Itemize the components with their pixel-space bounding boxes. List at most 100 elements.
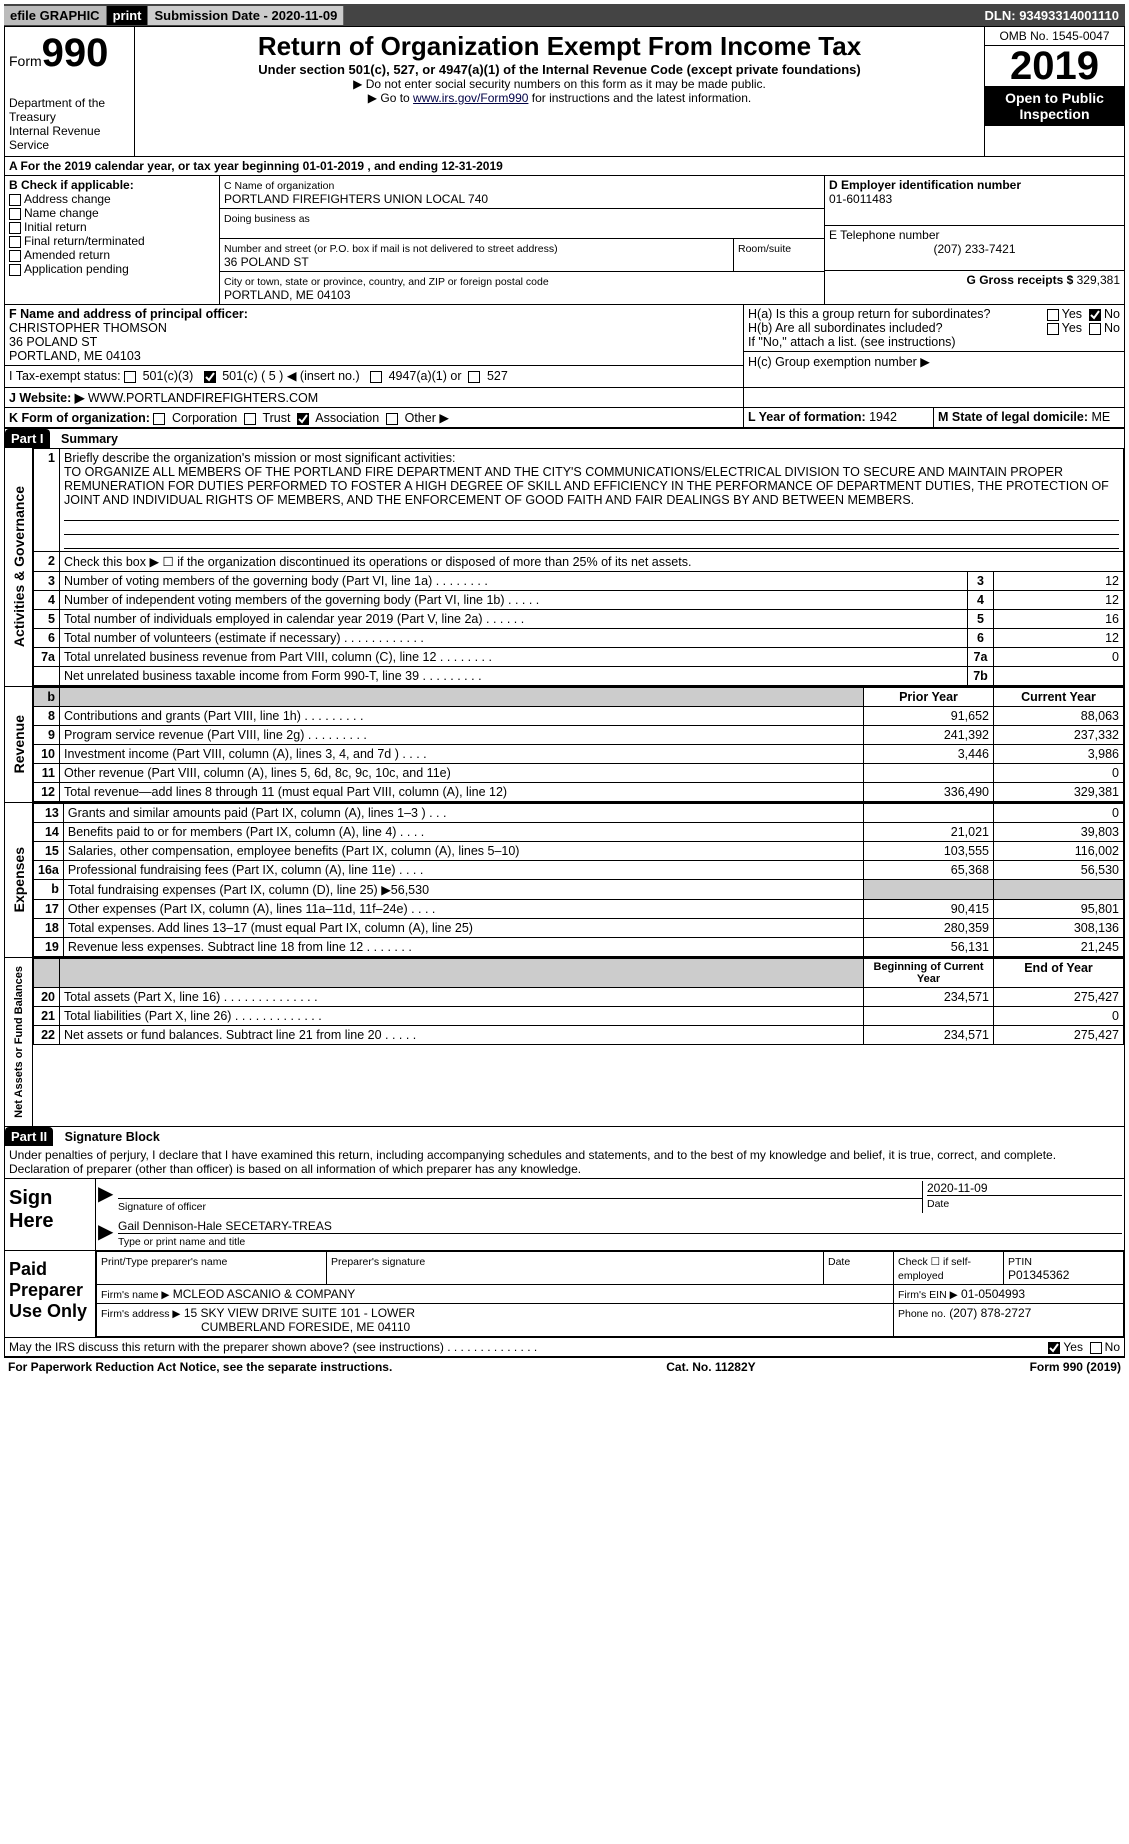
net-row-20: 20Total assets (Part X, line 16) . . . .…	[34, 988, 1124, 1007]
box-deg: D Employer identification number 01-6011…	[824, 176, 1124, 304]
header-right: OMB No. 1545-0047 2019 Open to Public In…	[984, 27, 1124, 156]
form-number: Form990	[9, 31, 130, 76]
mission-text: TO ORGANIZE ALL MEMBERS OF THE PORTLAND …	[64, 465, 1109, 507]
submission-label: Submission Date -	[154, 8, 267, 23]
discuss-no[interactable]	[1090, 1342, 1102, 1354]
form-subtitle-2: ▶ Do not enter social security numbers o…	[139, 77, 980, 91]
gov-table: 1 Briefly describe the organization's mi…	[33, 448, 1124, 686]
form-prefix: Form	[9, 53, 42, 69]
ha-no[interactable]	[1089, 309, 1101, 321]
gross-receipts: 329,381	[1077, 273, 1120, 287]
form-subtitle-3: ▶ Go to www.irs.gov/Form990 for instruct…	[139, 91, 980, 105]
org-name: PORTLAND FIREFIGHTERS UNION LOCAL 740	[224, 192, 488, 206]
section-revenue: Revenue bPrior YearCurrent Year 8Contrib…	[4, 687, 1125, 803]
section-expenses: Expenses 13Grants and similar amounts pa…	[4, 803, 1125, 958]
dln-cell: DLN: 93493314001110	[979, 6, 1125, 25]
arrow-icon: ▶	[98, 1181, 118, 1213]
rev-row-11: 11Other revenue (Part VIII, column (A), …	[34, 764, 1124, 783]
gov-row-3: 3Number of voting members of the governi…	[34, 572, 1124, 591]
rev-row-10: 10Investment income (Part VIII, column (…	[34, 745, 1124, 764]
part2-bar: Part II	[5, 1127, 53, 1146]
form-num: 990	[42, 31, 109, 75]
dept-1: Department of the Treasury	[9, 96, 130, 124]
officer-print: Gail Dennison-Hale SECETARY-TREAS	[118, 1219, 1122, 1234]
rev-row-12: 12Total revenue—add lines 8 through 11 (…	[34, 783, 1124, 802]
fh-block: F Name and address of principal officer:…	[4, 305, 1125, 388]
k-other[interactable]	[386, 413, 398, 425]
print-button[interactable]: print	[107, 6, 149, 25]
firm-phone: (207) 878-2727	[949, 1306, 1031, 1320]
checkbox-501c3[interactable]	[124, 371, 136, 383]
hb-yes[interactable]	[1047, 323, 1059, 335]
discuss-yes[interactable]	[1048, 1342, 1060, 1354]
klm-row: K Form of organization: Corporation Trus…	[4, 408, 1125, 428]
vtab-governance: Activities & Governance	[9, 478, 29, 655]
period-row: A For the 2019 calendar year, or tax yea…	[4, 157, 1125, 176]
dln-value: 93493314001110	[1019, 8, 1119, 23]
box-b-title: B Check if applicable:	[9, 178, 134, 192]
checkbox-name-change[interactable]	[9, 208, 21, 220]
phone: (207) 233-7421	[829, 242, 1120, 256]
footer-mid: Cat. No. 11282Y	[666, 1360, 755, 1374]
k-trust[interactable]	[244, 413, 256, 425]
irs-link[interactable]: www.irs.gov/Form990	[413, 91, 528, 105]
ptin: P01345362	[1008, 1268, 1069, 1282]
org-city: PORTLAND, ME 04103	[224, 288, 351, 302]
part1-head: Part I Summary	[4, 428, 1125, 448]
period-end: 12-31-2019	[441, 159, 502, 173]
arrow-icon: ▶	[98, 1219, 118, 1248]
k-assoc[interactable]	[297, 413, 309, 425]
hb-no[interactable]	[1089, 323, 1101, 335]
top-bar: efile GRAPHIC print Submission Date - 20…	[4, 4, 1125, 26]
header-middle: Return of Organization Exempt From Incom…	[135, 27, 984, 156]
firm-addr1: 15 SKY VIEW DRIVE SUITE 101 - LOWER	[184, 1306, 415, 1320]
sign-block: Sign Here ▶ Signature of officer 2020-11…	[4, 1179, 1125, 1251]
checkbox-amended[interactable]	[9, 250, 21, 262]
box-h: H(a) Is this a group return for subordin…	[744, 305, 1124, 387]
dln-label: DLN:	[985, 8, 1016, 23]
net-row-21: 21Total liabilities (Part X, line 26) . …	[34, 1007, 1124, 1026]
ha-yes[interactable]	[1047, 309, 1059, 321]
net-row-22: 22Net assets or fund balances. Subtract …	[34, 1026, 1124, 1045]
section-governance: Activities & Governance 1 Briefly descri…	[4, 448, 1125, 687]
part2-head: Part II Signature Block	[4, 1127, 1125, 1146]
firm-ein: 01-0504993	[961, 1287, 1025, 1301]
expenses-table: 13Grants and similar amounts paid (Part …	[33, 803, 1124, 957]
checkbox-pending[interactable]	[9, 264, 21, 276]
period-begin: 01-01-2019	[303, 159, 364, 173]
checkbox-4947[interactable]	[370, 371, 382, 383]
checkbox-addr-change[interactable]	[9, 194, 21, 206]
gov-row-7a: 7aTotal unrelated business revenue from …	[34, 648, 1124, 667]
officer-addr1: 36 POLAND ST	[9, 335, 97, 349]
checkbox-initial[interactable]	[9, 222, 21, 234]
vtab-revenue: Revenue	[9, 707, 29, 781]
submission-date: 2020-11-09	[272, 8, 338, 23]
footer-right: Form 990 (2019)	[1030, 1360, 1121, 1374]
website: WWW.PORTLANDFIREFIGHTERS.COM	[88, 391, 318, 405]
vtab-net: Net Assets or Fund Balances	[11, 958, 27, 1126]
ein: 01-6011483	[829, 192, 892, 206]
checkbox-527[interactable]	[468, 371, 480, 383]
exp-row-14: 14Benefits paid to or for members (Part …	[34, 823, 1124, 842]
exp-row-19: 19Revenue less expenses. Subtract line 1…	[34, 938, 1124, 957]
part1-title: Summary	[53, 432, 118, 446]
bcd-block: B Check if applicable: Address change Na…	[4, 176, 1125, 305]
footer: For Paperwork Reduction Act Notice, see …	[4, 1357, 1125, 1376]
gov-row-4: 4Number of independent voting members of…	[34, 591, 1124, 610]
box-b: B Check if applicable: Address change Na…	[5, 176, 220, 304]
sign-date: 2020-11-09	[927, 1181, 1122, 1195]
gov-row-6: 6Total number of volunteers (estimate if…	[34, 629, 1124, 648]
form-subtitle-1: Under section 501(c), 527, or 4947(a)(1)…	[139, 62, 980, 77]
k-corp[interactable]	[153, 413, 165, 425]
firm-addr2: CUMBERLAND FORESIDE, ME 04110	[201, 1320, 410, 1334]
officer-name: CHRISTOPHER THOMSON	[9, 321, 167, 335]
dept-2: Internal Revenue Service	[9, 124, 130, 152]
footer-left: For Paperwork Reduction Act Notice, see …	[8, 1360, 392, 1374]
sign-here-label: Sign Here	[5, 1179, 95, 1250]
tax-year: 2019	[985, 46, 1124, 86]
spacer	[344, 13, 978, 17]
header-left: Form990 Department of the Treasury Inter…	[5, 27, 135, 156]
checkbox-501c[interactable]	[204, 371, 216, 383]
exp-row-18: 18Total expenses. Add lines 13–17 (must …	[34, 919, 1124, 938]
checkbox-final[interactable]	[9, 236, 21, 248]
